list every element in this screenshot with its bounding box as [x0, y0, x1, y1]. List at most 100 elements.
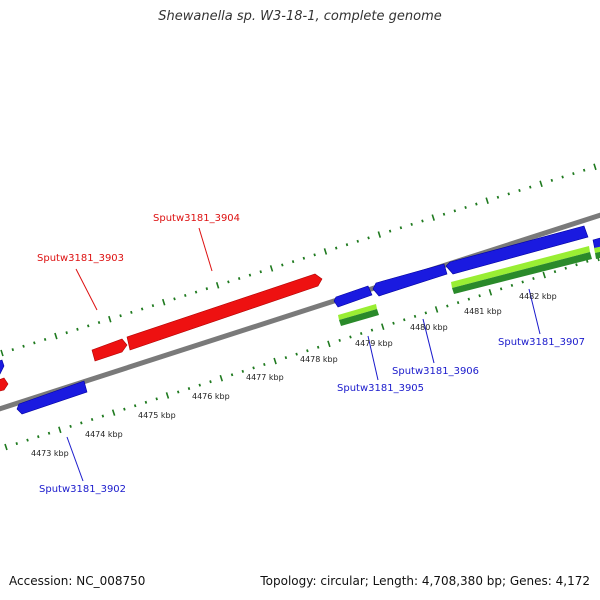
- gene-left-edge-blue-arrow[interactable]: [0, 359, 5, 375]
- outer-scale-tick: [539, 180, 543, 188]
- inner-scale-ticks: [4, 254, 600, 451]
- gene-sputw3181-3907-arrow[interactable]: [445, 225, 589, 275]
- genome-backbone: [0, 212, 600, 412]
- outer-scale-tick: [431, 214, 435, 221]
- outer-scale-tick: [377, 231, 382, 238]
- outer-scale-tick: [442, 212, 446, 216]
- outer-scale-tick: [464, 205, 467, 209]
- outer-scale-tick: [130, 310, 133, 314]
- outer-scale-tick: [302, 256, 306, 260]
- inner-scale-tick: [90, 417, 94, 422]
- inner-scale-tick: [101, 414, 105, 418]
- gene-label-3905[interactable]: Sputw3181_3905: [337, 383, 424, 394]
- inner-scale-tick: [230, 373, 234, 377]
- outer-scale-tick: [248, 273, 252, 277]
- inner-scale-tick: [4, 443, 8, 451]
- outer-scale-tick: [572, 172, 575, 176]
- gene-sputw3181-3903-arrow[interactable]: [91, 338, 128, 362]
- inner-scale-tick: [273, 357, 277, 365]
- inner-scale-tick: [252, 366, 255, 370]
- feature-light-green-bar-left[interactable]: [338, 304, 377, 320]
- leader-line-3906: [422, 318, 435, 364]
- inner-scale-tick: [263, 362, 266, 366]
- outer-scale-tick: [485, 197, 489, 204]
- gene-label-3902[interactable]: Sputw3181_3902: [39, 484, 126, 495]
- gene-right-edge-blue-arrow[interactable]: [592, 237, 600, 251]
- inner-scale-tick: [392, 321, 395, 325]
- gene-label-3906[interactable]: Sputw3181_3906: [392, 366, 479, 377]
- outer-scale-tick: [43, 337, 47, 341]
- inner-scale-tick: [47, 431, 51, 435]
- feature-dark-green-bar-right[interactable]: [452, 252, 592, 294]
- scale-label-4482: 4482 kbp: [519, 292, 557, 301]
- outer-scale-tick: [215, 282, 220, 289]
- feature-dark-green-bar-edge[interactable]: [595, 251, 600, 259]
- leader-line-3905: [367, 335, 379, 381]
- inner-scale-tick: [488, 288, 493, 296]
- inner-scale-tick: [510, 283, 514, 287]
- inner-scale-tick: [133, 404, 137, 408]
- inner-scale-tick: [434, 306, 439, 313]
- outer-scale-tick: [410, 222, 413, 226]
- feature-light-green-bar-right[interactable]: [451, 246, 590, 288]
- outer-scale-tick: [151, 304, 155, 308]
- scale-label-4476: 4476 kbp: [192, 392, 230, 401]
- inner-scale-tick: [338, 338, 341, 342]
- outer-scale-tick: [227, 280, 230, 284]
- inner-scale-tick: [456, 301, 460, 305]
- inner-scale-tick: [144, 400, 148, 404]
- scale-label-4477: 4477 kbp: [246, 373, 284, 382]
- outer-scale-tick: [313, 253, 316, 257]
- leader-line-3903: [75, 268, 98, 311]
- outer-scale-tick: [507, 192, 510, 196]
- gene-sputw3181-3904-arrow[interactable]: [126, 273, 323, 351]
- accession-text: Accession: NC_008750: [9, 574, 146, 588]
- inner-scale-tick: [316, 345, 320, 349]
- inner-scale-tick: [111, 409, 116, 416]
- inner-scale-tick: [80, 421, 83, 425]
- scale-label-4480: 4480 kbp: [410, 323, 448, 332]
- gene-sputw3181-3905-arrow[interactable]: [333, 285, 373, 308]
- outer-scale-tick: [475, 202, 478, 206]
- outer-scale-tick: [399, 226, 403, 230]
- gene-sputw3181-3902-arrow[interactable]: [16, 380, 88, 415]
- inner-scale-tick: [306, 349, 309, 353]
- inner-scale-tick: [176, 390, 180, 394]
- outer-scale-tick: [259, 270, 262, 274]
- inner-scale-tick: [403, 318, 406, 322]
- outer-scale-tick: [108, 315, 112, 323]
- feature-dark-green-bar-left[interactable]: [339, 309, 379, 326]
- inner-scale-tick: [532, 277, 535, 281]
- gene-sputw3181-3906-arrow[interactable]: [372, 263, 448, 297]
- gene-label-3907[interactable]: Sputw3181_3907: [498, 337, 585, 348]
- outer-scale-tick: [173, 297, 176, 301]
- genome-title: Shewanella sp. W3-18-1, complete genome: [158, 9, 442, 24]
- outer-scale-ticks: [0, 163, 597, 357]
- outer-scale-tick: [205, 287, 209, 291]
- inner-scale-tick: [187, 387, 191, 391]
- outer-scale-tick: [33, 341, 36, 345]
- gene-left-edge-red-arrow[interactable]: [0, 377, 9, 392]
- inner-scale-tick: [542, 271, 546, 279]
- inner-scale-tick: [69, 424, 72, 428]
- gene-label-3904[interactable]: Sputw3181_3904: [153, 213, 240, 224]
- inner-scale-tick: [553, 270, 557, 274]
- outer-scale-tick: [518, 189, 521, 193]
- gene-label-3903[interactable]: Sputw3181_3903: [37, 253, 124, 264]
- outer-scale-tick: [421, 219, 424, 223]
- inner-scale-tick: [467, 297, 471, 301]
- inner-scale-tick: [295, 352, 298, 356]
- scale-label-4479: 4479 kbp: [355, 339, 393, 348]
- inner-scale-tick: [198, 383, 202, 387]
- inner-scale-tick: [413, 314, 417, 318]
- feature-light-green-bar-edge[interactable]: [594, 246, 600, 253]
- outer-scale-tick: [323, 248, 328, 255]
- outer-scale-tick: [561, 175, 564, 179]
- inner-scale-tick: [586, 259, 589, 263]
- outer-scale-tick: [161, 298, 166, 306]
- outer-scale-tick: [388, 229, 392, 233]
- inner-scale-tick: [564, 266, 567, 270]
- leader-line-3902: [66, 436, 84, 482]
- outer-scale-tick: [453, 209, 457, 213]
